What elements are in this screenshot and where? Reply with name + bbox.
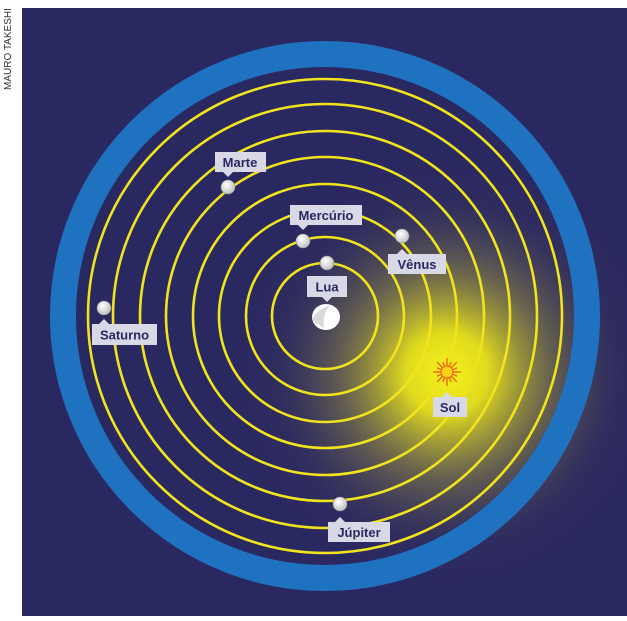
sun-ray (436, 375, 444, 383)
label-venus: Vênus (388, 249, 446, 274)
label-marte: Marte (215, 152, 266, 177)
label-marte-text: Marte (223, 155, 258, 170)
sun-ray (452, 373, 458, 377)
sun-ray (442, 361, 446, 367)
moon-icon (319, 255, 335, 271)
label-venus-text: Vênus (397, 257, 436, 272)
orbit-ring (138, 129, 512, 503)
sun-ray (436, 373, 442, 377)
label-saturno-text: Saturno (100, 328, 149, 343)
sun-ray (450, 375, 458, 383)
mercury: Mercúrio (290, 205, 362, 249)
orbit-ring (191, 182, 459, 450)
diagram-stage: Lua Mercúrio Vênus (22, 8, 627, 616)
moon: Lua (307, 255, 347, 302)
earth (312, 304, 340, 330)
label-lua: Lua (307, 276, 347, 302)
sun-core (440, 365, 454, 379)
label-mercurio: Mercúrio (290, 205, 362, 230)
label-mercurio-text: Mercúrio (299, 208, 354, 223)
label-sol-text: Sol (440, 400, 460, 415)
label-lua-text: Lua (315, 280, 339, 295)
sun-icon (433, 358, 461, 386)
saturn: Saturno (92, 300, 157, 345)
mars-planet-icon (220, 179, 236, 195)
orbits (86, 77, 564, 555)
venus-planet-icon (394, 228, 410, 244)
sun-ray (450, 361, 458, 369)
sun: Sol (433, 358, 467, 417)
sun-ray (436, 361, 444, 369)
photo-credit: MAURO TAKESHI (3, 8, 14, 90)
sun-ray (448, 377, 452, 383)
sun-ray (442, 377, 446, 383)
mars: Marte (215, 152, 266, 195)
venus: Vênus (388, 228, 446, 274)
geocentric-diagram: Lua Mercúrio Vênus (22, 8, 627, 616)
sun-ray (452, 367, 458, 371)
label-jupiter: Júpiter (328, 517, 390, 542)
earth-shadow-icon (312, 306, 330, 328)
sun-ray (436, 367, 442, 371)
label-jupiter-text: Júpiter (337, 525, 380, 540)
orbit-ring (111, 102, 539, 530)
orbit-ring (164, 155, 486, 477)
outer-sphere-ring (50, 41, 600, 591)
orbit-ring (244, 235, 406, 397)
jupiter-planet-icon (332, 496, 348, 512)
jupiter: Júpiter (328, 496, 390, 542)
label-saturno: Saturno (92, 319, 157, 345)
credit-column: MAURO TAKESHI (0, 0, 22, 616)
label-sol: Sol (433, 392, 467, 417)
sun-ray (448, 361, 452, 367)
orbit-ring (86, 77, 564, 555)
saturn-planet-icon (96, 300, 112, 316)
mercury-planet-icon (295, 233, 311, 249)
